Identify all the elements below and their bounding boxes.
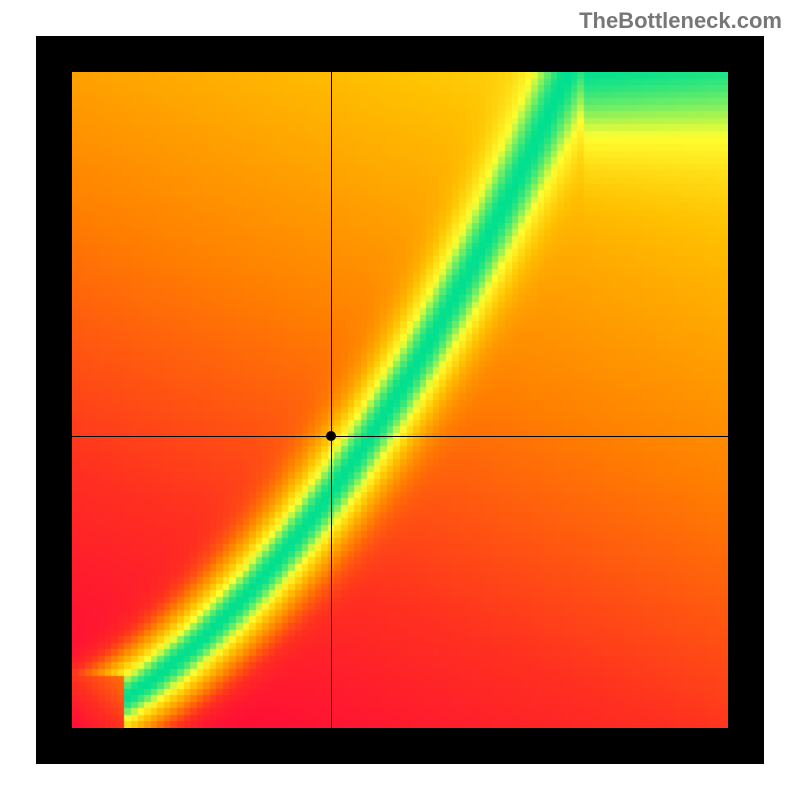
watermark-text: TheBottleneck.com — [579, 8, 782, 34]
outer-frame — [36, 36, 764, 764]
chart-container: TheBottleneck.com — [0, 0, 800, 800]
heatmap-canvas — [72, 72, 728, 728]
crosshair-vertical — [331, 72, 332, 728]
plot-area — [72, 72, 728, 728]
crosshair-horizontal — [72, 436, 728, 437]
crosshair-marker — [326, 431, 336, 441]
